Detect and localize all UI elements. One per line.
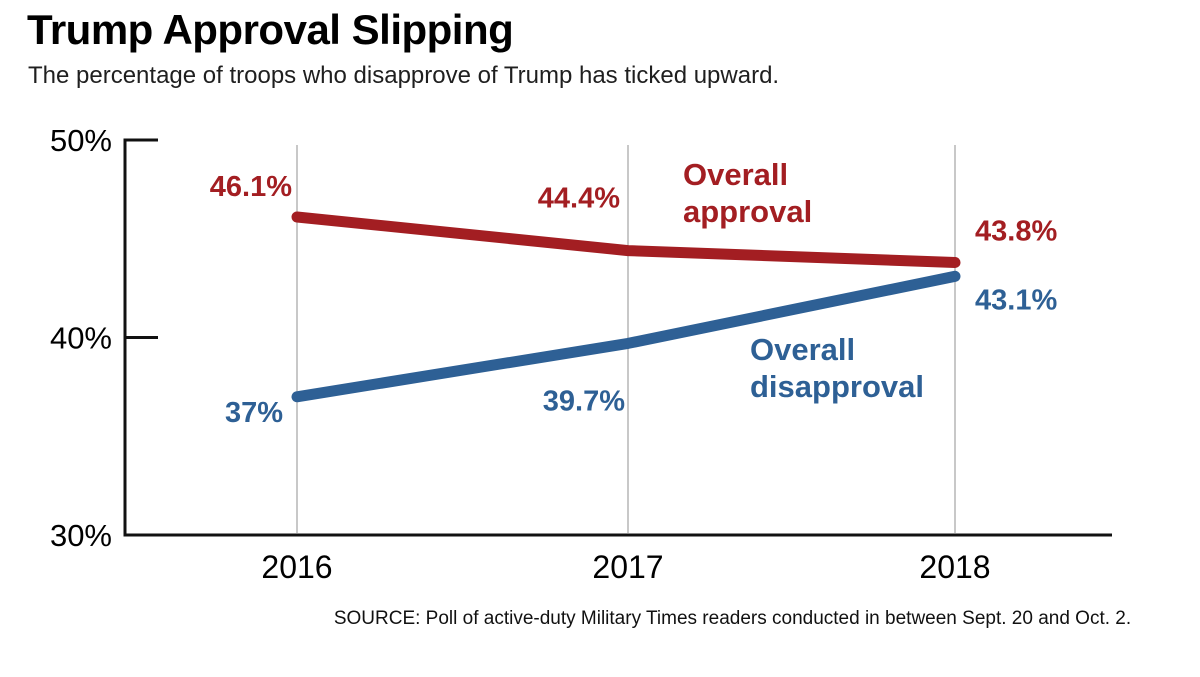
y-tick-label: 40%: [50, 321, 112, 356]
data-label: 39.7%: [543, 385, 625, 417]
series-label: Overall approval: [683, 157, 812, 229]
series-line-0: [291, 211, 961, 268]
chart-subtitle: The percentage of troops who disapprove …: [28, 62, 780, 89]
data-label: 43.1%: [975, 284, 1057, 316]
data-label: 43.8%: [975, 215, 1057, 247]
data-label: 44.4%: [538, 183, 620, 215]
x-tick-label: 2016: [261, 549, 332, 585]
data-label: 46.1%: [210, 171, 292, 203]
chart-title: Trump Approval Slipping: [27, 6, 514, 53]
series-label: Overall disapproval: [750, 332, 924, 404]
data-label: 37%: [225, 397, 283, 429]
x-tick-label: 2018: [919, 549, 990, 585]
series-line-1: [291, 270, 961, 403]
y-tick-label: 50%: [50, 123, 112, 158]
y-tick-label: 30%: [50, 518, 112, 553]
line-chart: 30% 40% 50% 2016 2017 2018 46.1% 44.4% 43.8% Over…: [50, 123, 1112, 585]
x-tick-label: 2017: [592, 549, 663, 585]
source-note: SOURCE: Poll of active-duty Military Tim…: [333, 608, 1132, 629]
